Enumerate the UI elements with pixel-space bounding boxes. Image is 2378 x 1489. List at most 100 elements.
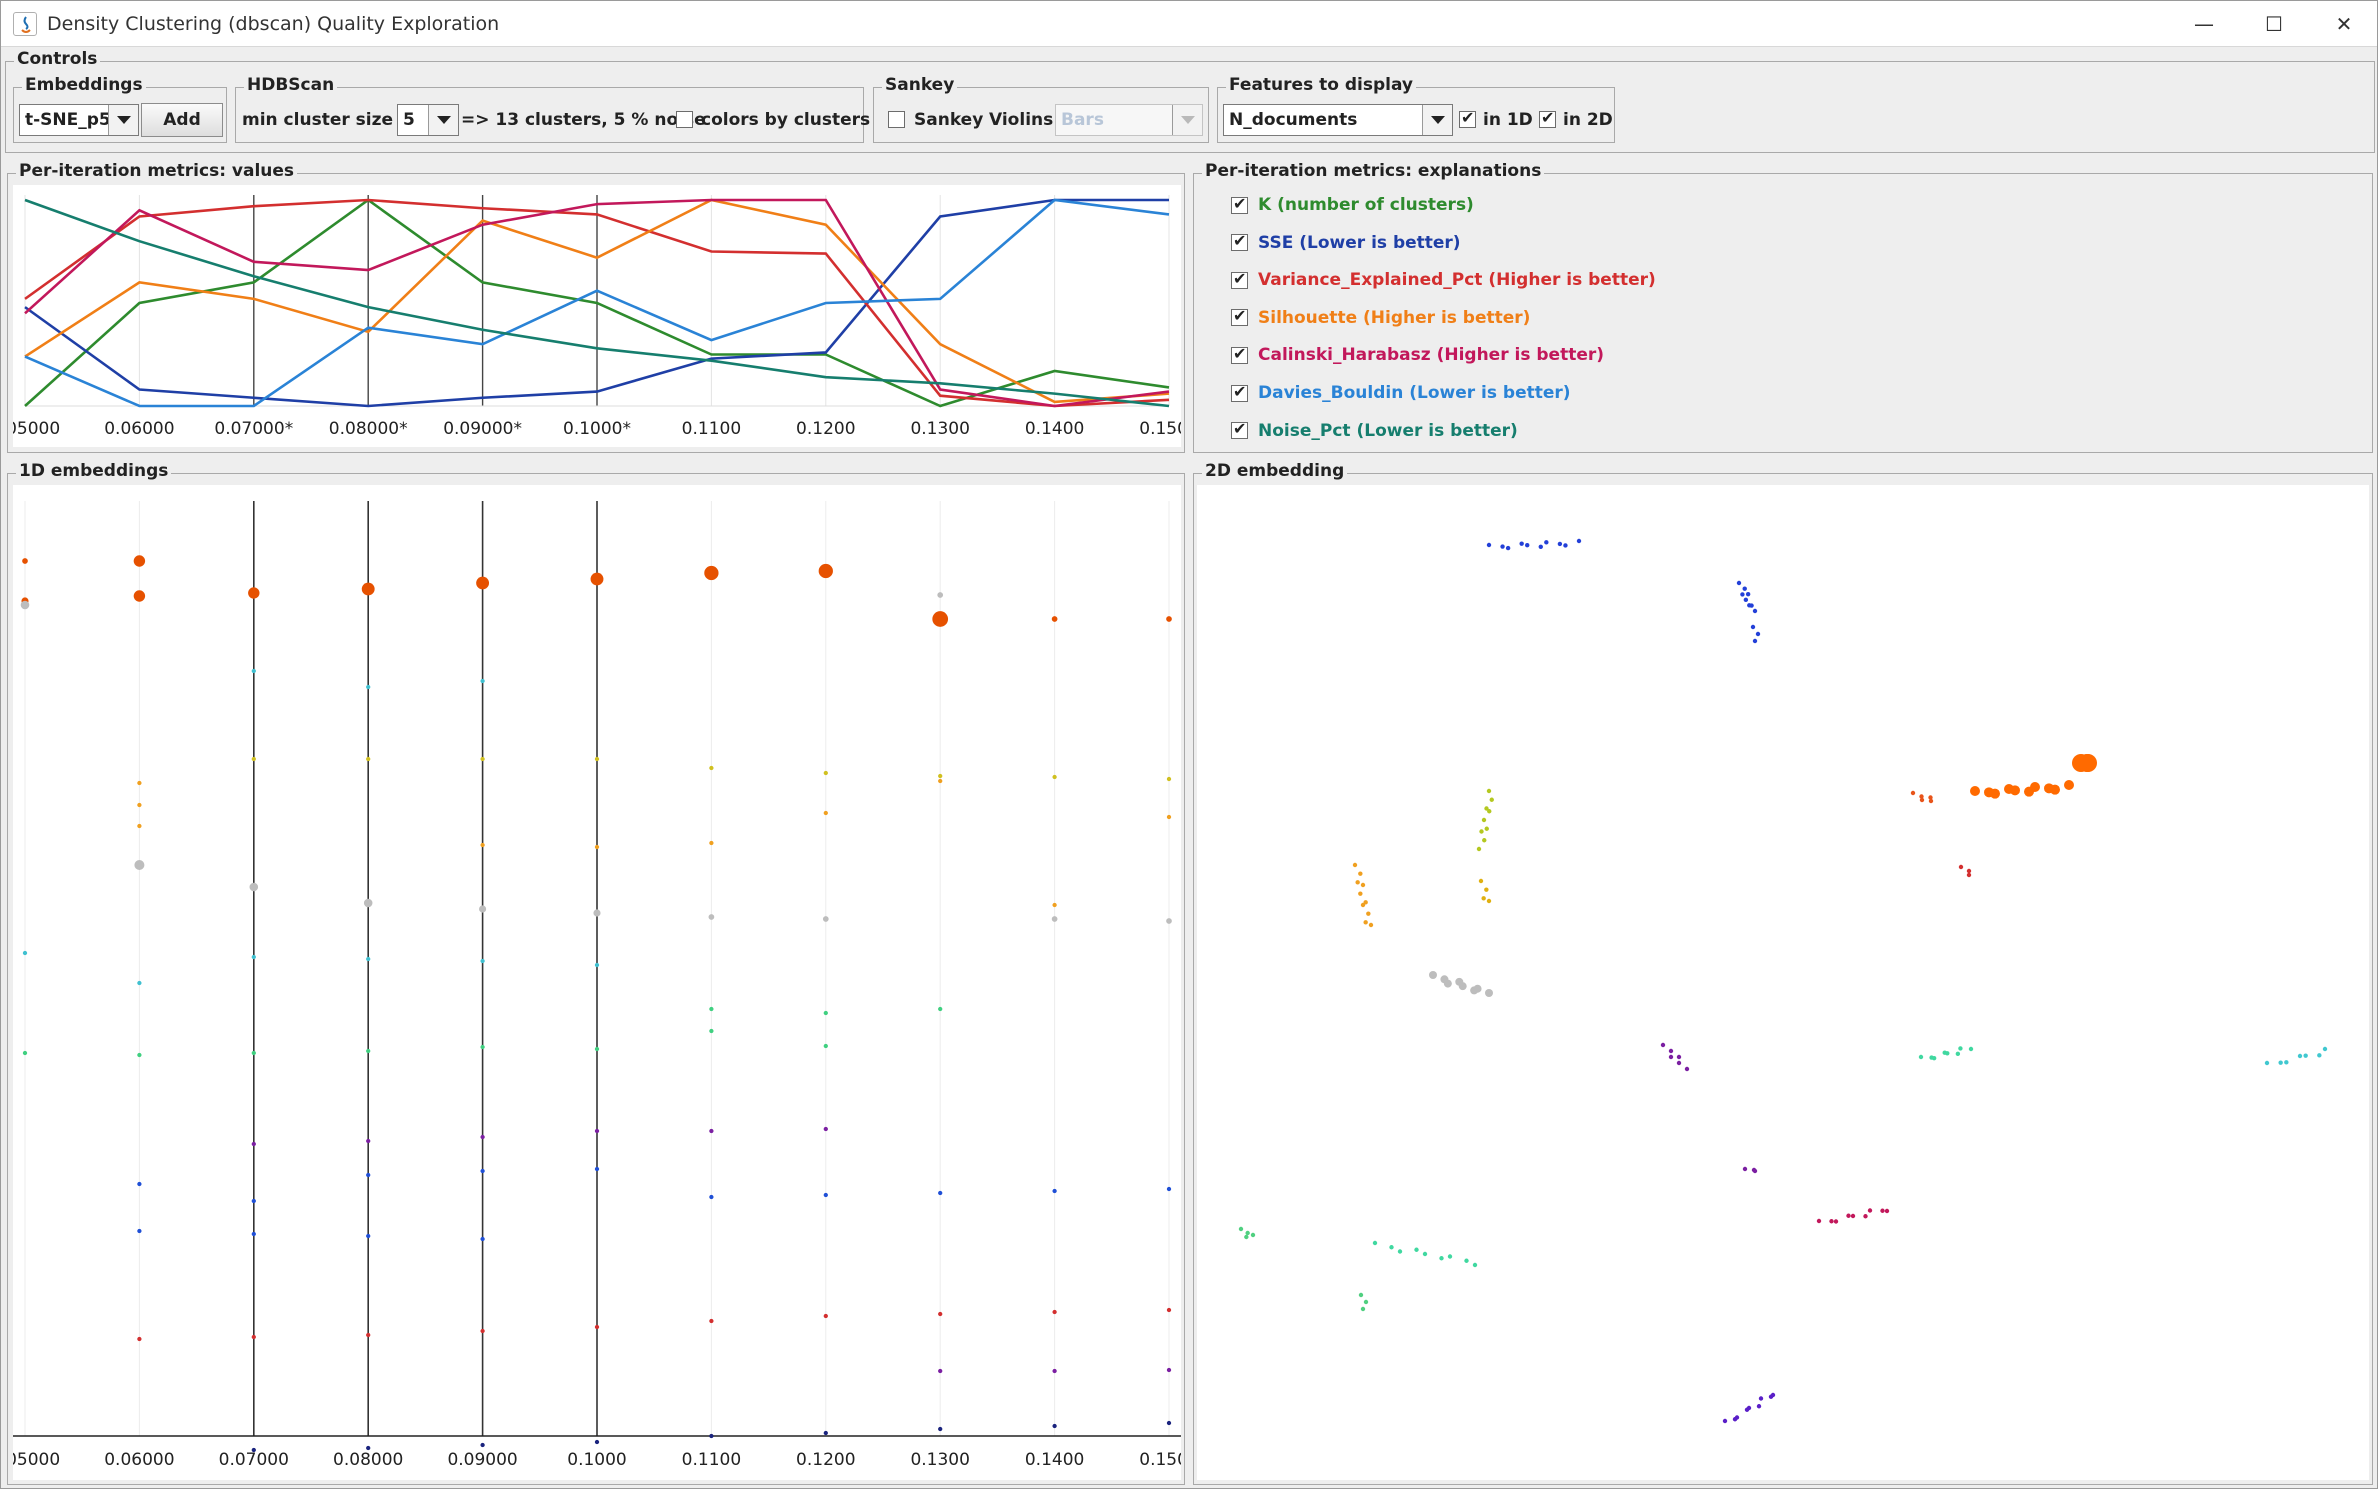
emb1d-point-17: [594, 844, 600, 850]
emb2d-point-5: [1538, 544, 1543, 549]
emb1d-point-95: [1166, 1307, 1172, 1313]
sankey-title: Sankey: [882, 75, 958, 95]
emb1d-point-35: [366, 756, 371, 762]
controls-title: Controls: [14, 49, 101, 69]
emb2d-point-40: [1966, 868, 1972, 874]
emb2d-point-67: [1443, 979, 1452, 988]
emb2d-point-99: [2264, 1060, 2270, 1066]
emb2d-point-74: [1668, 1048, 1674, 1054]
chevron-down-icon[interactable]: [1422, 105, 1452, 135]
min-cluster-size-label: min cluster size =: [242, 110, 414, 130]
emb1d-point-47: [480, 958, 485, 964]
metric-explanation-2[interactable]: Variance_Explained_Pct (Higher is better…: [1231, 265, 1656, 295]
emb1d-point-99: [1052, 1423, 1057, 1429]
in-2d-label: in 2D: [1563, 110, 1613, 130]
metrics-series-1: [24, 198, 1169, 408]
metric-checkbox-5[interactable]: [1231, 382, 1248, 402]
emb1d-point-86: [137, 1336, 142, 1342]
emb1d-point-18: [709, 840, 714, 846]
emb2d-point-6: [1544, 540, 1549, 545]
chevron-down-icon[interactable]: [428, 105, 458, 135]
metric-checkbox-0[interactable]: [1231, 194, 1248, 214]
emb2d-point-25: [2010, 785, 2020, 796]
metric-explanation-5[interactable]: Davies_Bouldin (Lower is better): [1231, 378, 1571, 408]
in-1d-checkbox[interactable]: [1459, 108, 1476, 128]
emb2d-point-44: [1484, 806, 1489, 811]
emb2d-point-13: [1745, 591, 1751, 597]
metric-checkbox-2[interactable]: [1231, 269, 1248, 289]
metrics-x-tick-3: 0.08000*: [329, 419, 408, 439]
emb2d-point-8: [1563, 543, 1568, 548]
title-bar: Density Clustering (dbscan) Quality Expl…: [1, 1, 2377, 47]
emb2d-point-83: [1829, 1219, 1834, 1224]
metric-checkbox-1[interactable]: [1231, 231, 1248, 252]
emb1d-point-13: [137, 780, 142, 786]
metric-checkbox-4[interactable]: [1231, 344, 1248, 364]
chevron-down-icon[interactable]: [1172, 105, 1202, 135]
emb2d-point-53: [1481, 896, 1486, 901]
emb2d-point-64: [1368, 922, 1374, 928]
emb1d-point-65: [480, 1134, 485, 1140]
minimize-icon[interactable]: —: [2194, 12, 2214, 36]
emb1d-point-92: [823, 1313, 828, 1319]
emb1d-point-34: [251, 756, 256, 762]
violins-select[interactable]: Bars: [1055, 104, 1203, 136]
maximize-icon[interactable]: ☐: [2265, 12, 2283, 36]
emb2d-point-4: [1525, 543, 1530, 548]
embedding-select[interactable]: t-SNE_p5: [19, 104, 139, 136]
emb2d-point-62: [1366, 911, 1371, 916]
metric-explanation-3[interactable]: Silhouette (Higher is better): [1231, 303, 1530, 333]
embeddings-title: Embeddings: [22, 75, 146, 95]
emb1d-point-31: [937, 592, 944, 598]
emb2d-point-35: [1919, 794, 1924, 799]
metric-explanation-1[interactable]: SSE (Lower is better): [1231, 228, 1461, 258]
emb1d-point-29: [708, 914, 715, 920]
emb1d-x-tick-2: 0.07000: [219, 1450, 289, 1470]
emb1d-point-2: [133, 555, 146, 567]
emb2d-point-86: [1850, 1213, 1856, 1219]
metric-explanation-4[interactable]: Calinski_Harabasz (Higher is better): [1231, 340, 1604, 370]
metric-label-0: K (number of clusters): [1258, 195, 1474, 215]
features-group: Features to display: [1217, 75, 1615, 143]
metric-checkbox-3[interactable]: [1231, 306, 1248, 327]
colors-by-clusters-checkbox[interactable]: [676, 111, 693, 128]
chevron-down-icon[interactable]: [108, 105, 138, 135]
emb1d-point-0: [22, 558, 28, 564]
emb1d-point-69: [938, 1368, 943, 1374]
emb1d-point-88: [366, 1332, 371, 1338]
in-1d-label: in 1D: [1483, 110, 1533, 130]
embeddings-group: Embeddings: [13, 75, 227, 143]
min-cluster-size-select[interactable]: 5: [397, 104, 459, 136]
emb1d-x-tick-10: 0.1500: [1139, 1450, 1181, 1470]
metric-explanation-6[interactable]: Noise_Pct (Lower is better): [1231, 416, 1518, 446]
emb2d-point-3: [1519, 541, 1524, 546]
violins-label: Violins:: [989, 110, 1061, 130]
sankey-checkbox[interactable]: [888, 111, 905, 128]
emb1d-point-53: [137, 1052, 142, 1058]
embeddings-1d-panel: 0.05000 0.06000 0.07000 0.08000 0.09000 0.100…: [0, 485, 1199, 1480]
emb1d-point-12: [1166, 616, 1172, 622]
emb1d-point-19: [823, 810, 828, 816]
emb2d-point-120: [1363, 1299, 1369, 1305]
emb2d-point-73: [1660, 1042, 1666, 1048]
emb1d-point-59: [823, 1010, 828, 1016]
emb1d-x-tick-7: 0.1200: [796, 1450, 855, 1470]
emb2d-point-127: [1756, 1404, 1762, 1409]
in-2d-checkbox[interactable]: [1539, 108, 1556, 128]
add-embedding-button[interactable]: Add: [141, 103, 223, 137]
emb2d-point-18: [1750, 624, 1756, 630]
emb1d-point-9: [818, 563, 833, 579]
metric-explanation-0[interactable]: K (number of clusters): [1231, 190, 1474, 220]
emb1d-point-100: [1166, 1420, 1172, 1426]
emb1d-point-96: [709, 1433, 714, 1439]
feature-select[interactable]: N_documents: [1223, 104, 1453, 136]
metrics-x-tick-10: 0.1500: [1139, 419, 1181, 439]
emb1d-point-90: [594, 1324, 600, 1330]
emb1d-point-43: [22, 950, 28, 956]
emb1d-point-21: [1052, 902, 1057, 908]
close-icon[interactable]: ✕: [2335, 12, 2353, 36]
metric-checkbox-6[interactable]: [1231, 419, 1248, 440]
emb2d-point-118: [1472, 1262, 1478, 1268]
embedding-2d-title: 2D embedding: [1202, 461, 1348, 481]
emb2d-point-11: [1742, 586, 1747, 591]
